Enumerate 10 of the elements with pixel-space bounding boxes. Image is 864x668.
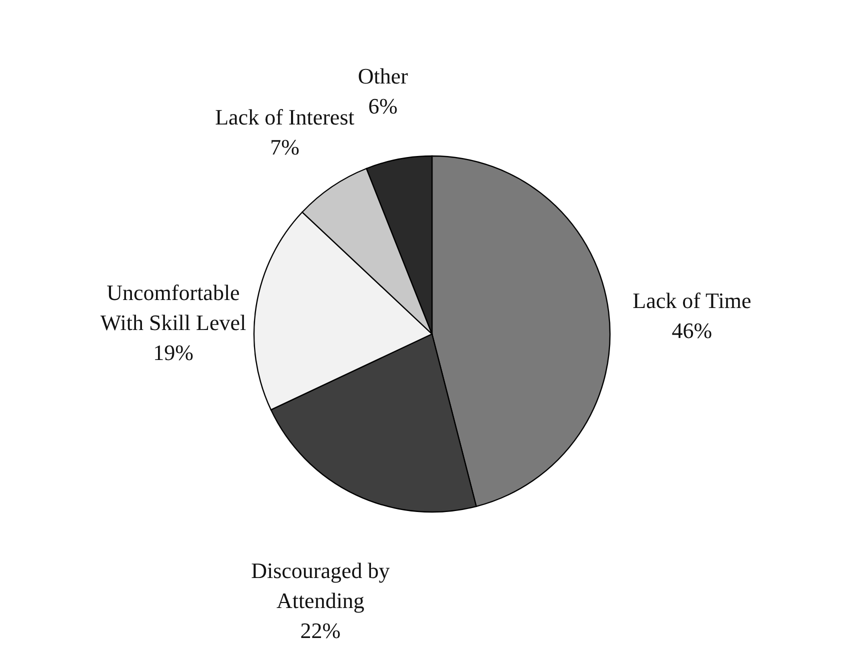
slice-label: Uncomfortable With Skill Level bbox=[100, 280, 246, 336]
slice-label: Other bbox=[358, 64, 409, 89]
data-label: 7% bbox=[270, 134, 300, 160]
data-label: 46% bbox=[672, 318, 712, 344]
slice-label: Lack of Interest bbox=[215, 104, 354, 130]
data-label: 19% bbox=[153, 340, 194, 366]
slice-label: Discouraged by Attending bbox=[251, 558, 390, 614]
slice-label: Lack of Time bbox=[632, 288, 752, 314]
data-label: 22% bbox=[300, 618, 341, 644]
data-label: 6% bbox=[368, 94, 398, 119]
